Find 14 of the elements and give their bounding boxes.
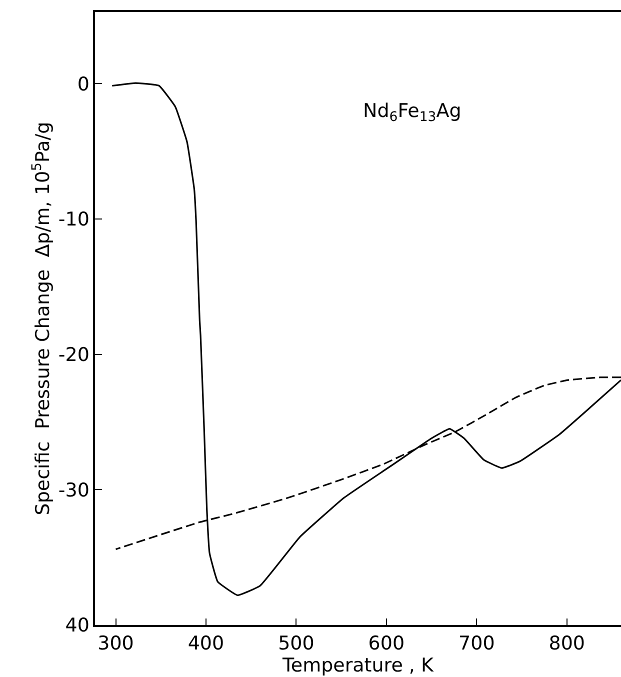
annotation: Nd$_{6}$Fe$_{13}$Ag: [363, 100, 462, 125]
x-tick-label: 700: [458, 632, 495, 655]
y-tick-label: -30: [58, 479, 90, 502]
x-axis-title: Temperature , K: [282, 654, 434, 677]
line-series: [111, 82, 621, 596]
x-tick-label: 400: [188, 632, 224, 655]
y-tick-label: 40: [65, 614, 90, 637]
y-tick-label: -20: [58, 344, 90, 366]
x-tick-label: 300: [98, 632, 134, 655]
y-tick-label: -10: [58, 208, 90, 231]
x-tick-label: 800: [548, 632, 586, 655]
x-tick-label: 500: [278, 632, 314, 655]
x-tick-label: 600: [368, 632, 405, 655]
y-tick-label: 0: [77, 73, 90, 96]
